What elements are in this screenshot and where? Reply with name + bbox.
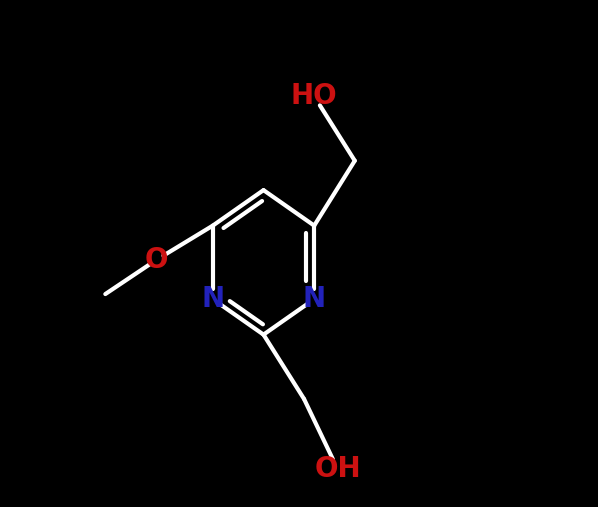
Text: O: O: [144, 246, 168, 274]
Text: N: N: [202, 285, 224, 313]
Text: N: N: [303, 285, 326, 313]
Text: HO: HO: [291, 82, 337, 111]
Text: OH: OH: [314, 455, 361, 483]
